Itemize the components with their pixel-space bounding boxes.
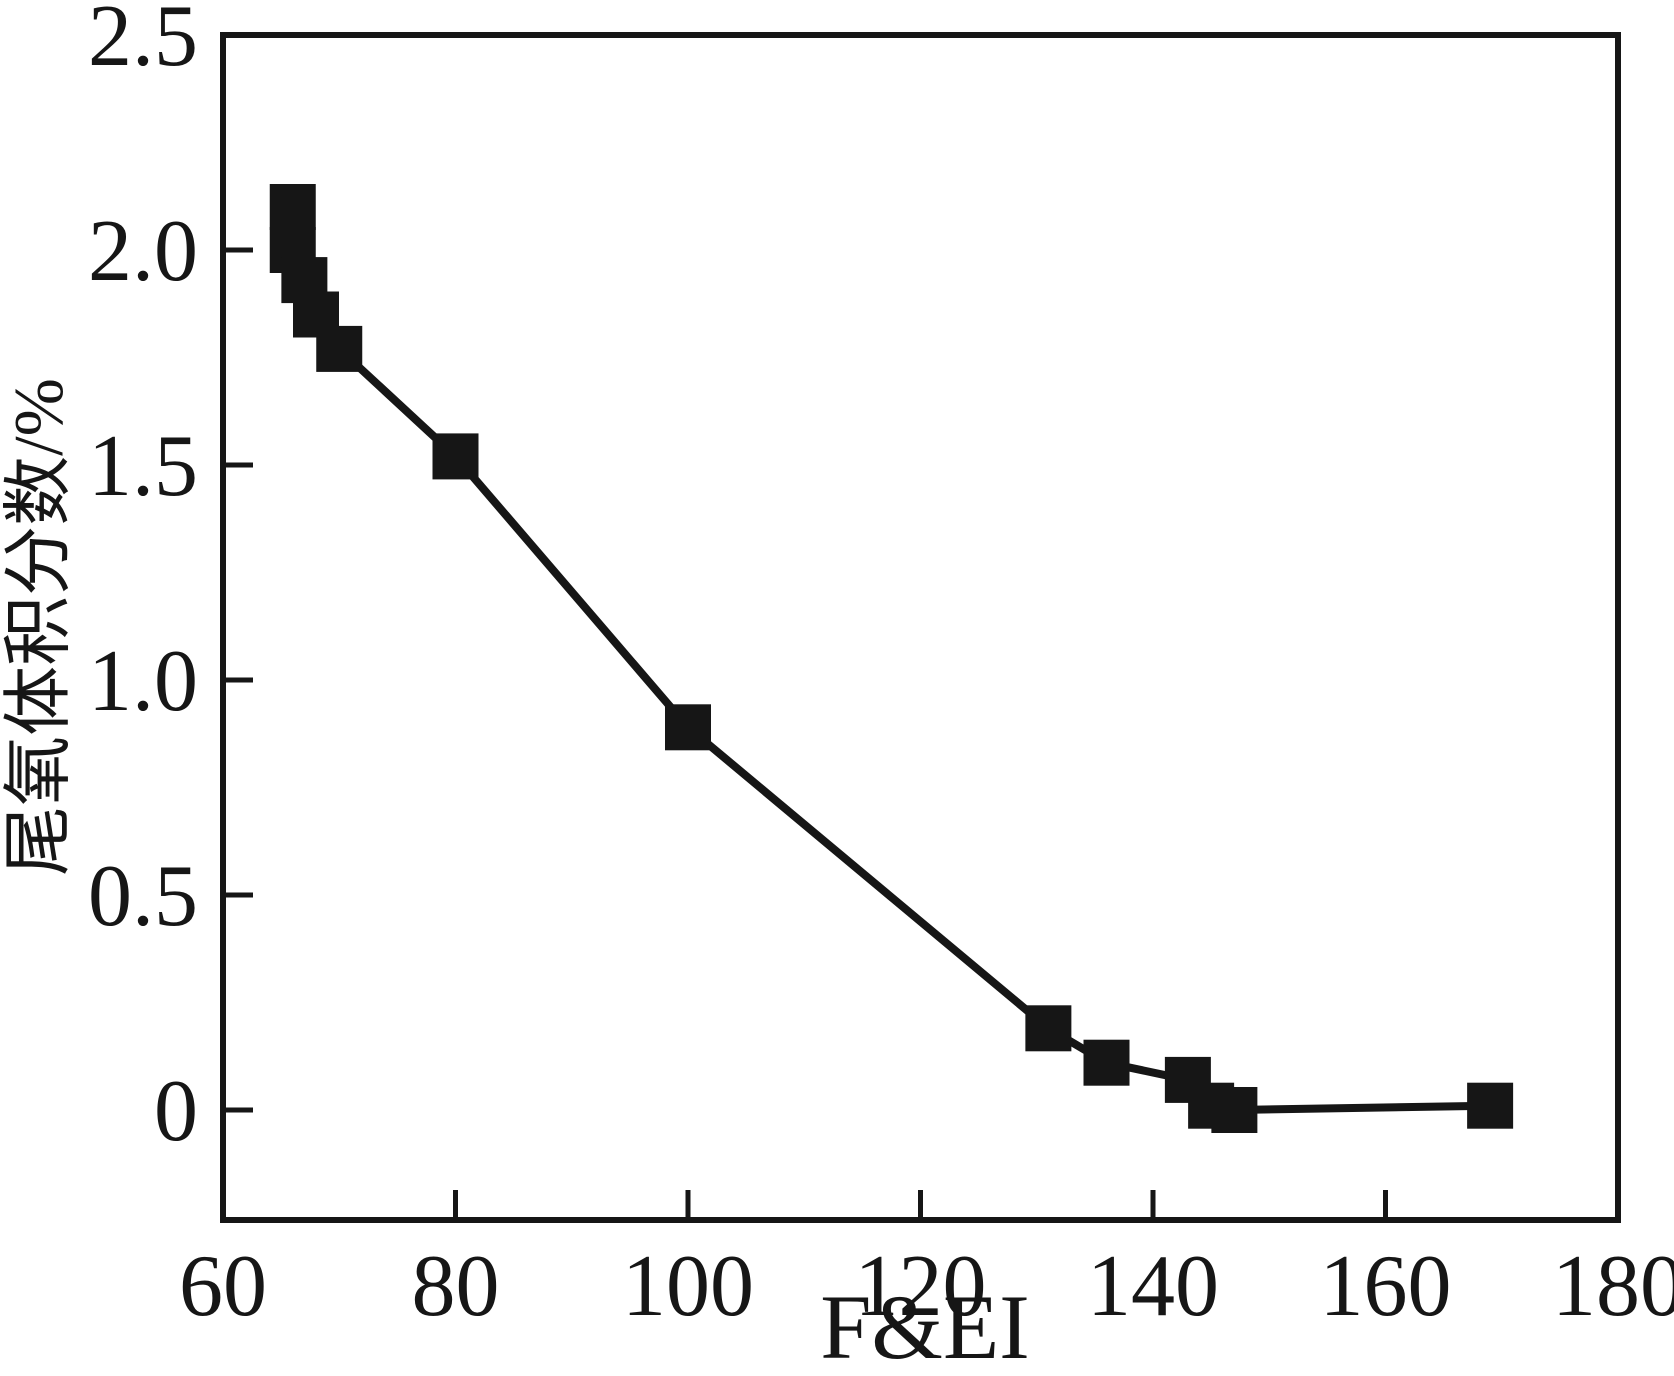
x-tick-label: 140 [1087,1238,1219,1335]
data-point-marker [1211,1087,1258,1133]
x-tick-label: 180 [1552,1238,1674,1335]
x-tick-label: 80 [412,1238,500,1335]
x-axis-ticks: 60 80 100 120 140 160 180 [179,1190,1674,1335]
y-axis-ticks: 0 0.5 1.0 1.5 2.0 2.5 [88,0,253,1160]
x-tick-label: 100 [622,1238,754,1335]
y-tick-label: 1.5 [88,418,198,515]
data-point-marker [269,184,316,230]
data-point-marker [1025,1005,1072,1052]
data-point-marker [1083,1039,1130,1086]
y-tick-label: 0.5 [88,848,198,945]
y-tick-label: 2.0 [88,203,198,300]
x-tick-label: 60 [179,1238,267,1335]
series-connector-line [288,207,1491,1115]
x-tick-label: 160 [1320,1238,1452,1335]
x-tick-label: 120 [855,1238,987,1335]
x-axis-label: F&EI [820,1276,1030,1376]
y-tick-label: 0 [154,1063,198,1160]
y-tick-label: 2.5 [88,0,198,85]
y-tick-label: 1.0 [88,633,198,730]
y-axis-label: 尾氧体积分数/% [1,378,78,876]
data-point-marker [316,325,363,372]
data-point-marker [1467,1082,1514,1129]
data-point-marker [665,704,711,751]
data-point-marker [432,433,479,480]
data-series [269,184,1514,1133]
plot-frame [220,32,1621,1223]
